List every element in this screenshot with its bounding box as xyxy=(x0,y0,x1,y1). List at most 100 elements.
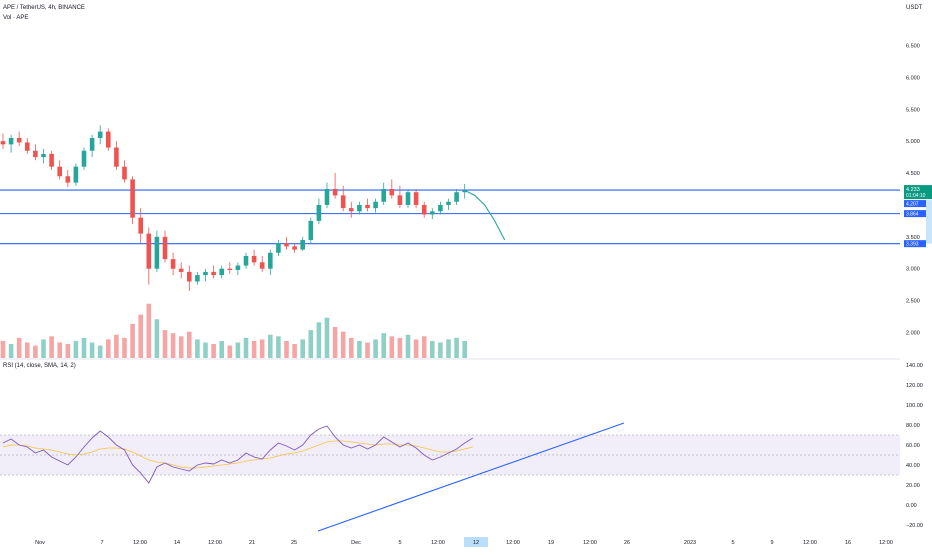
volume-bar xyxy=(276,336,281,358)
rsi-tick-label: 140.00 xyxy=(906,363,923,369)
volume-bar xyxy=(130,323,135,358)
volume-bar xyxy=(373,339,378,358)
projection-path[interactable] xyxy=(464,189,506,241)
time-tick-label: 12:00 xyxy=(879,540,893,546)
candle-body xyxy=(33,150,38,158)
candle-body xyxy=(154,236,160,269)
last-price-tag xyxy=(904,185,932,200)
time-tick-label: 12:00 xyxy=(803,540,817,546)
candle-body xyxy=(130,179,135,218)
rsi-tick-label: 0.00 xyxy=(906,503,917,509)
candle-body xyxy=(324,189,330,205)
level-tag xyxy=(904,240,926,248)
rsi-tick-label: 80.00 xyxy=(906,423,920,429)
candle-body xyxy=(203,271,208,276)
candle-body xyxy=(114,147,119,167)
candle-body xyxy=(300,240,305,250)
volume-bar xyxy=(73,340,79,358)
volume-bar xyxy=(138,314,143,358)
time-tick-label: 5 xyxy=(398,540,401,546)
time-tick-label: Dec xyxy=(351,540,361,546)
price-tick-label: 2.000 xyxy=(906,330,920,336)
volume-bar xyxy=(57,342,62,358)
volume-bar xyxy=(33,345,38,358)
volume-bar xyxy=(195,339,200,358)
volume-bar xyxy=(8,344,14,358)
volume-bar xyxy=(178,336,184,358)
rsi-legend: RSI (14, close, SMA, 14, 2) xyxy=(3,363,76,369)
time-tick-label: 19 xyxy=(548,540,554,546)
candle-body xyxy=(349,208,354,212)
time-tick-label: 21 xyxy=(249,540,255,546)
level-tag-value: 3.864 xyxy=(906,212,919,218)
candle-body xyxy=(251,255,257,263)
candle-body xyxy=(219,268,224,276)
price-tick-label: 5.000 xyxy=(906,139,920,145)
rsi-pane xyxy=(0,422,900,532)
candle-body xyxy=(446,201,451,205)
volume-legend: Vol · APE xyxy=(3,15,29,21)
candle-body xyxy=(57,166,62,177)
volume-bar xyxy=(146,303,152,358)
volume-bar xyxy=(170,333,176,358)
volume-bar xyxy=(381,333,386,358)
candle-body xyxy=(243,255,249,266)
volume-bar xyxy=(81,337,87,358)
candle-body xyxy=(187,271,192,282)
candle-body xyxy=(373,201,378,209)
rsi-tick-label: 100.00 xyxy=(906,403,923,409)
candle-body xyxy=(81,150,87,167)
price-tick-label: 2.500 xyxy=(906,299,920,305)
axis-range-band xyxy=(926,200,932,244)
rsi-axis[interactable]: 140.00 120.00 100.00 80.00 60.00 40.00 20.00 0.… xyxy=(906,363,923,529)
volume-bar xyxy=(251,340,257,358)
volume-bar xyxy=(300,339,305,358)
volume-bar xyxy=(365,342,370,358)
candlesticks[interactable] xyxy=(0,125,467,292)
volume-bar xyxy=(114,334,119,358)
candle-body xyxy=(65,176,71,183)
volume-bar xyxy=(421,336,427,358)
candle-body xyxy=(211,271,216,276)
time-tick-label: 2023 xyxy=(684,540,696,546)
candle-body xyxy=(316,204,322,221)
candle-body xyxy=(340,195,346,209)
time-tick-label: 5 xyxy=(731,540,734,546)
volume-bar xyxy=(235,342,241,358)
time-axis[interactable]: Nov 7 12:00 14 12:00 21 25 Dec 5 12:00 12 12:00 19 12… xyxy=(35,537,893,547)
time-tick-label: 14 xyxy=(174,540,180,546)
symbol-title: APE / TetherUS, 4h, BINANCE xyxy=(3,5,85,11)
price-tick-label: 5.500 xyxy=(906,107,920,113)
volume-bar xyxy=(259,339,265,358)
candle-body xyxy=(276,243,281,253)
price-tick-label: 6.500 xyxy=(906,44,920,50)
candle-body xyxy=(25,142,30,151)
volume-bar xyxy=(397,337,403,358)
candle-body xyxy=(227,268,233,270)
candle-body xyxy=(308,220,314,241)
volume-bar xyxy=(243,337,249,358)
volume-bar xyxy=(332,327,338,358)
last-price-value: 4.233 xyxy=(906,187,920,193)
volume-bar xyxy=(211,344,216,358)
price-tick-label: 4.500 xyxy=(906,171,920,177)
candle-body xyxy=(138,217,143,234)
currency-label: USDT xyxy=(906,5,923,11)
volume-bar xyxy=(308,330,314,358)
volume-bar xyxy=(389,336,395,358)
rsi-tick-label: 60.00 xyxy=(906,443,920,449)
candle-body xyxy=(122,166,127,180)
candle-body xyxy=(284,243,289,247)
volume-bar xyxy=(454,337,459,358)
price-tick-label: 3.000 xyxy=(906,267,920,273)
candle-body xyxy=(106,131,111,148)
volume-bar xyxy=(324,317,330,358)
time-tick-label: 12:00 xyxy=(583,540,597,546)
current-day-highlight xyxy=(464,537,488,547)
candle-body xyxy=(292,246,297,250)
volume-bar xyxy=(154,319,160,358)
level-tag-value: 3.393 xyxy=(906,242,919,248)
